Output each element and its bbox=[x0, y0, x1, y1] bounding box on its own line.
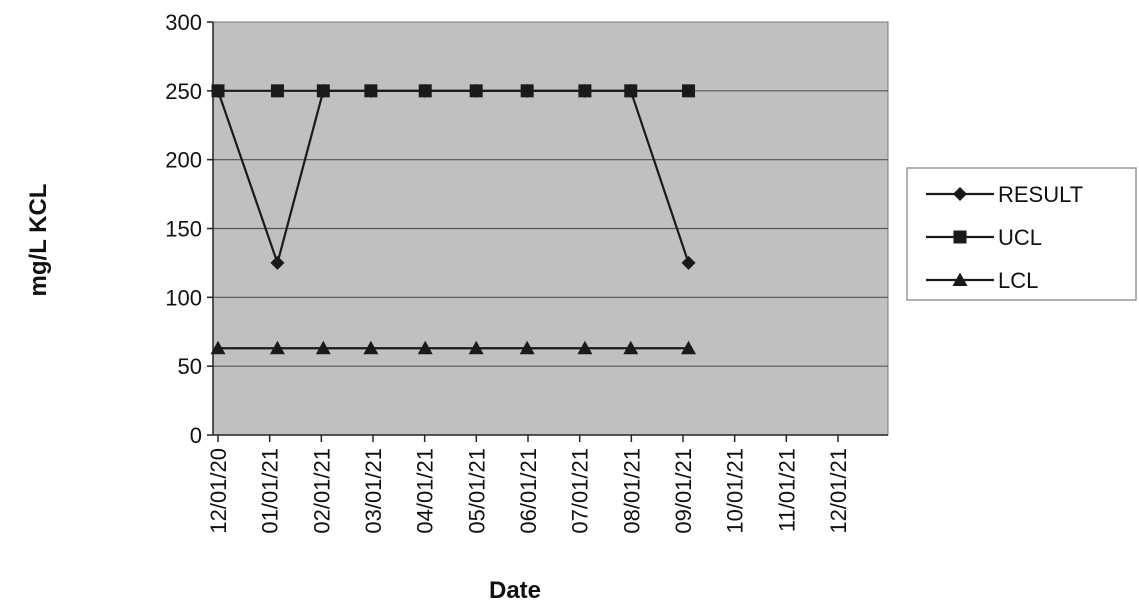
data-point-lcl bbox=[519, 340, 535, 355]
y-axis-ticks: 0 50 100 150 200 250 300 bbox=[165, 10, 214, 448]
x-tick-label: 12/01/21 bbox=[826, 448, 851, 534]
y-tick-label: 50 bbox=[178, 354, 202, 379]
x-tick-label: 04/01/21 bbox=[413, 448, 438, 534]
x-tick-label: 10/01/21 bbox=[723, 448, 748, 534]
y-tick-label: 200 bbox=[165, 148, 202, 173]
data-point-result bbox=[577, 83, 592, 98]
data-point-lcl bbox=[623, 340, 639, 355]
data-point-lcl bbox=[210, 340, 226, 355]
data-point-result bbox=[418, 83, 433, 98]
data-point-lcl bbox=[269, 340, 285, 355]
data-point-result bbox=[469, 83, 484, 98]
legend-label-result: RESULT bbox=[998, 182, 1083, 207]
series-lcl bbox=[210, 340, 697, 355]
legend-label-lcl: LCL bbox=[998, 268, 1038, 293]
x-tick-label: 02/01/21 bbox=[309, 448, 334, 534]
legend-marker-result bbox=[953, 187, 967, 201]
data-point-result bbox=[363, 83, 378, 98]
data-point-result bbox=[681, 255, 696, 270]
x-tick-label: 01/01/21 bbox=[258, 448, 283, 534]
x-axis-ticks: 12/01/20 01/01/21 02/01/21 03/01/21 04/01/21… bbox=[206, 434, 888, 534]
x-tick-label: 11/01/21 bbox=[774, 448, 799, 532]
y-axis-title: mg/L KCL bbox=[25, 184, 52, 297]
y-tick-label: 300 bbox=[165, 10, 202, 35]
data-point-lcl bbox=[315, 340, 331, 355]
legend-label-ucl: UCL bbox=[998, 225, 1042, 250]
legend: RESULT UCL LCL bbox=[906, 167, 1137, 301]
data-point-result bbox=[211, 83, 225, 98]
y-tick-label: 0 bbox=[190, 423, 202, 448]
x-axis-title: Date bbox=[489, 577, 541, 604]
data-point-lcl bbox=[468, 340, 484, 355]
data-point-lcl bbox=[417, 340, 433, 355]
x-tick-label: 09/01/21 bbox=[671, 448, 696, 534]
x-tick-label: 07/01/21 bbox=[568, 448, 593, 534]
y-tick-label: 150 bbox=[165, 217, 202, 242]
data-point-ucl bbox=[270, 84, 284, 98]
series-layer bbox=[210, 83, 697, 355]
data-point-ucl bbox=[682, 84, 696, 98]
x-tick-label: 08/01/21 bbox=[619, 448, 644, 534]
x-tick-label: 12/01/20 bbox=[206, 448, 231, 534]
x-tick-label: 06/01/21 bbox=[516, 448, 541, 534]
data-point-result bbox=[623, 83, 638, 98]
series-line-result bbox=[216, 89, 690, 267]
legend-marker-ucl bbox=[953, 230, 967, 244]
x-tick-label: 03/01/21 bbox=[361, 448, 386, 534]
data-point-lcl bbox=[363, 340, 379, 355]
data-point-result bbox=[270, 255, 285, 270]
data-point-result bbox=[316, 83, 331, 98]
legend-marker-lcl bbox=[952, 272, 968, 286]
data-point-lcl bbox=[681, 340, 697, 355]
data-point-result bbox=[520, 83, 535, 98]
y-tick-label: 100 bbox=[165, 285, 202, 310]
y-tick-label: 250 bbox=[165, 79, 202, 104]
data-point-lcl bbox=[577, 340, 593, 355]
x-tick-label: 05/01/21 bbox=[464, 448, 489, 534]
legend-box bbox=[906, 167, 1137, 301]
series-result bbox=[211, 83, 696, 270]
